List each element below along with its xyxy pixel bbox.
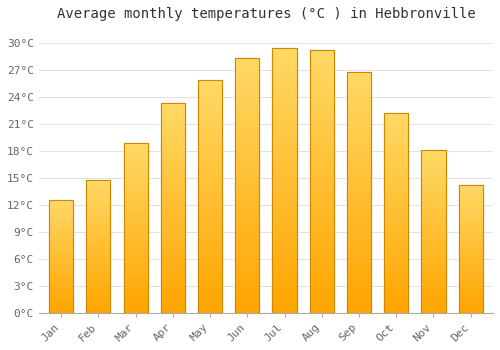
Bar xyxy=(347,72,371,313)
Bar xyxy=(384,113,408,313)
Bar xyxy=(49,200,73,313)
Bar xyxy=(458,185,483,313)
Bar xyxy=(422,150,446,313)
Bar xyxy=(347,72,371,313)
Bar xyxy=(124,144,148,313)
Bar xyxy=(49,200,73,313)
Bar xyxy=(198,80,222,313)
Bar xyxy=(160,103,185,313)
Bar xyxy=(235,58,260,313)
Bar xyxy=(86,180,110,313)
Bar xyxy=(384,113,408,313)
Bar xyxy=(422,150,446,313)
Bar xyxy=(160,103,185,313)
Bar xyxy=(272,48,296,313)
Title: Average monthly temperatures (°C ) in Hebbronville: Average monthly temperatures (°C ) in He… xyxy=(56,7,476,21)
Bar xyxy=(272,48,296,313)
Bar xyxy=(310,50,334,313)
Bar xyxy=(86,180,110,313)
Bar xyxy=(458,185,483,313)
Bar xyxy=(235,58,260,313)
Bar xyxy=(124,144,148,313)
Bar xyxy=(198,80,222,313)
Bar xyxy=(310,50,334,313)
